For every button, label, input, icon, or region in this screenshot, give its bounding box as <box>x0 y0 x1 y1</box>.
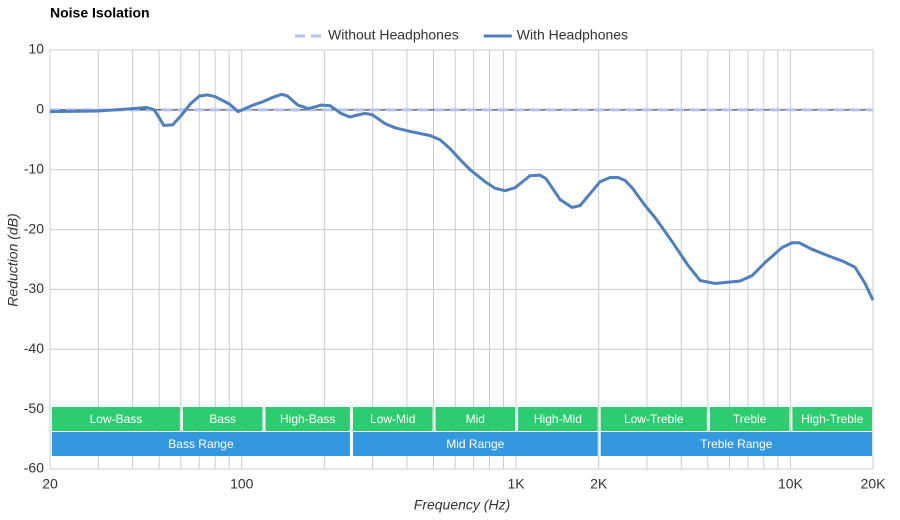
band <box>600 432 872 456</box>
y-tick-label: -30 <box>24 280 44 296</box>
y-tick-label: -60 <box>24 460 44 476</box>
y-axis-label: Reduction (dB) <box>5 213 21 306</box>
x-tick-label: 20K <box>861 476 887 492</box>
series-line <box>49 92 875 301</box>
legend-label: Without Headphones <box>328 27 459 43</box>
legend-label: With Headphones <box>517 27 628 43</box>
band-label: Low-Treble <box>624 412 684 426</box>
chart-title: Noise Isolation <box>50 5 150 21</box>
band-label: High-Bass <box>280 412 335 426</box>
y-tick-label: -50 <box>24 400 44 416</box>
y-tick-label: -20 <box>24 220 44 236</box>
x-tick-label: 10K <box>778 476 804 492</box>
band <box>518 407 598 431</box>
band <box>600 407 707 431</box>
y-tick-label: 10 <box>28 41 44 57</box>
band <box>435 407 516 431</box>
band-label: Bass Range <box>168 437 234 451</box>
x-tick-label: 1K <box>508 476 526 492</box>
band <box>792 407 872 431</box>
band <box>352 432 598 456</box>
band-label: Mid <box>466 412 485 426</box>
band <box>709 407 790 431</box>
band-label: Low-Mid <box>370 412 415 426</box>
band <box>352 407 433 431</box>
y-tick-label: -10 <box>24 160 44 176</box>
band-label: Low-Bass <box>90 412 143 426</box>
y-tick-label: 0 <box>36 101 44 117</box>
band <box>52 407 180 431</box>
band-label: Bass <box>209 412 236 426</box>
band-label: High-Mid <box>534 412 582 426</box>
x-tick-label: 20 <box>42 476 58 492</box>
band-label: Treble Range <box>700 437 773 451</box>
band <box>182 407 263 431</box>
band-label: High-Treble <box>801 412 864 426</box>
y-tick-label: -40 <box>24 340 44 356</box>
band <box>52 432 350 456</box>
x-tick-label: 2K <box>590 476 608 492</box>
band-label: Treble <box>733 412 767 426</box>
band-label: Mid Range <box>446 437 504 451</box>
x-axis-label: Frequency (Hz) <box>414 497 510 513</box>
x-tick-label: 100 <box>230 476 254 492</box>
band <box>265 407 350 431</box>
